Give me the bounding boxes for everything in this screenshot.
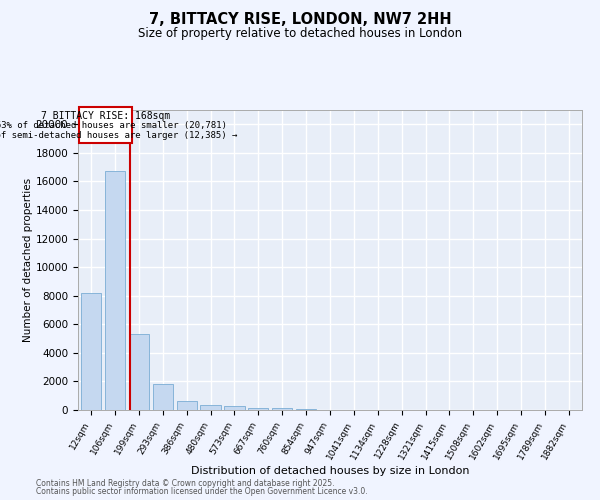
Text: Size of property relative to detached houses in London: Size of property relative to detached ho… bbox=[138, 28, 462, 40]
Bar bbox=[200, 405, 221, 410]
Bar bbox=[296, 409, 316, 410]
Text: 7, BITTACY RISE, LONDON, NW7 2HH: 7, BITTACY RISE, LONDON, NW7 2HH bbox=[149, 12, 451, 28]
Y-axis label: Number of detached properties: Number of detached properties bbox=[23, 178, 33, 342]
FancyBboxPatch shape bbox=[79, 107, 132, 143]
Text: Contains public sector information licensed under the Open Government Licence v3: Contains public sector information licen… bbox=[36, 487, 368, 496]
Bar bbox=[224, 406, 245, 410]
X-axis label: Distribution of detached houses by size in London: Distribution of detached houses by size … bbox=[191, 466, 469, 476]
Text: 37% of semi-detached houses are larger (12,385) →: 37% of semi-detached houses are larger (… bbox=[0, 132, 237, 140]
Text: ← 63% of detached houses are smaller (20,781): ← 63% of detached houses are smaller (20… bbox=[0, 122, 226, 130]
Bar bbox=[129, 334, 149, 410]
Text: Contains HM Land Registry data © Crown copyright and database right 2025.: Contains HM Land Registry data © Crown c… bbox=[36, 478, 335, 488]
Bar bbox=[248, 408, 268, 410]
Bar bbox=[176, 400, 197, 410]
Bar bbox=[272, 408, 292, 410]
Text: 7 BITTACY RISE: 168sqm: 7 BITTACY RISE: 168sqm bbox=[41, 112, 170, 122]
Bar bbox=[105, 172, 125, 410]
Bar bbox=[152, 384, 173, 410]
Bar bbox=[81, 293, 101, 410]
